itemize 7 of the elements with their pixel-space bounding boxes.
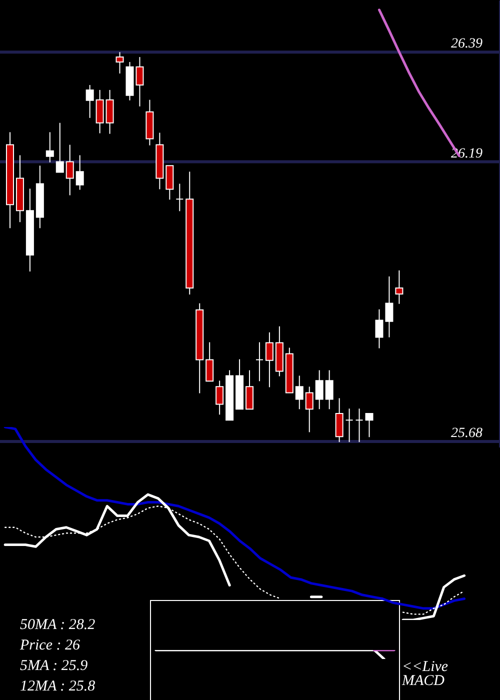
y-tick-label: 26.39 — [451, 36, 482, 52]
text: 12MA : 25.8 — [20, 678, 96, 694]
y-tick-label: 25.68 — [451, 426, 482, 442]
text: <<Live MACD — [401, 659, 448, 689]
annotation: 50MA : 28.2 — [20, 617, 96, 633]
text: 5MA : 25.9 — [20, 658, 88, 674]
text: Price : 26 — [19, 638, 80, 654]
